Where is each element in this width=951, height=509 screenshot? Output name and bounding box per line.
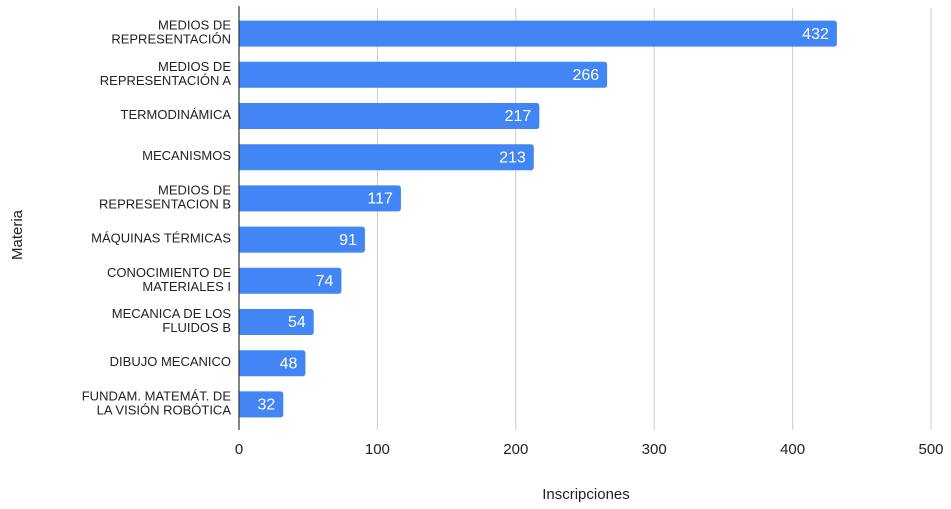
bar xyxy=(239,350,306,377)
y-tick-label: MEDIOS DE REPRESENTACION B xyxy=(99,183,231,212)
y-axis-title: Materia xyxy=(9,209,26,260)
y-tick-label: TERMODINÁMICA xyxy=(121,107,232,122)
value-label: 48 xyxy=(280,355,298,372)
y-tick-label: FUNDAM. MATEMÁT. DE LA VISIÓN ROBÓTICA xyxy=(82,389,232,418)
value-label: 32 xyxy=(257,397,275,414)
bar xyxy=(239,20,837,47)
x-axis-title: Inscripciones xyxy=(542,486,630,503)
y-tick-label: MEDIOS DE REPRESENTACIÓN xyxy=(111,18,231,47)
value-label: 91 xyxy=(339,232,357,249)
bar xyxy=(239,226,365,253)
value-label: 432 xyxy=(802,26,829,43)
value-label: 266 xyxy=(572,67,599,84)
y-tick-label: MECANISMOS xyxy=(142,149,231,164)
bar xyxy=(239,103,540,129)
y-tick-label: CONOCIMIENTO DE MATERIALES I xyxy=(107,265,231,294)
y-tick-label: MÁQUINAS TÉRMICAS xyxy=(91,231,231,246)
y-tick-label: DIBUJO MECANICO xyxy=(110,355,231,370)
y-tick-label: MECANICA DE LOS FLUIDOS B xyxy=(112,306,232,335)
x-tick-label: 500 xyxy=(918,441,943,458)
bar xyxy=(239,309,314,335)
y-tick-label: MEDIOS DE REPRESENTACIÓN A xyxy=(100,59,232,88)
bar xyxy=(239,185,401,212)
x-tick-label: 100 xyxy=(365,441,390,458)
value-label: 117 xyxy=(367,191,393,208)
value-label: 213 xyxy=(499,149,526,166)
x-tick-label: 200 xyxy=(503,441,528,458)
bar xyxy=(239,267,342,294)
bar xyxy=(239,61,608,88)
value-label: 54 xyxy=(288,314,306,331)
x-tick-label: 400 xyxy=(780,441,805,458)
bar xyxy=(239,391,284,418)
bar xyxy=(239,144,534,171)
x-tick-label: 300 xyxy=(642,441,667,458)
x-tick-label: 0 xyxy=(235,441,243,458)
value-label: 217 xyxy=(505,108,532,125)
value-label: 74 xyxy=(316,273,334,290)
